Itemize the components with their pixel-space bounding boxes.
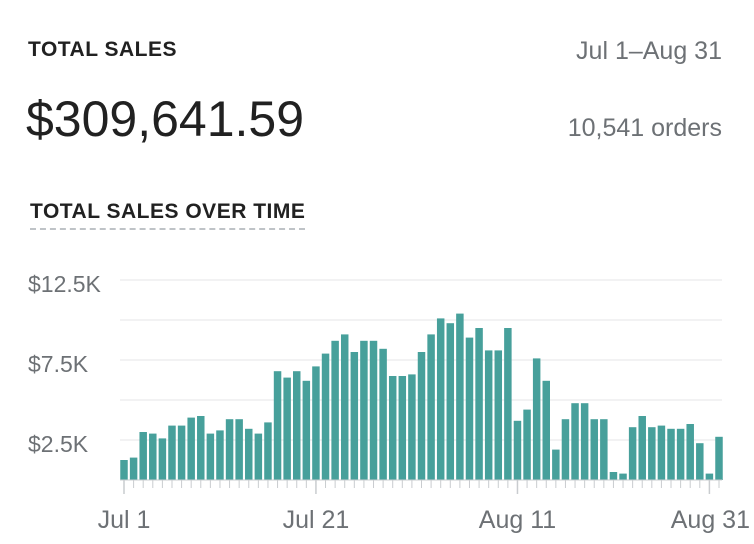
bar-61[interactable]: [705, 473, 714, 480]
bar-12[interactable]: [235, 419, 243, 480]
bar-42[interactable]: [523, 409, 531, 480]
bar-10[interactable]: [216, 430, 224, 480]
bar-59[interactable]: [686, 424, 694, 480]
bar-36[interactable]: [465, 337, 474, 480]
bar-45[interactable]: [552, 449, 560, 480]
bar-37[interactable]: [475, 328, 483, 480]
y-tick-label: $2.5K: [28, 431, 89, 457]
bar-2[interactable]: [139, 432, 147, 480]
bar-57[interactable]: [667, 428, 675, 480]
bar-62[interactable]: [715, 436, 723, 480]
bar-34[interactable]: [446, 323, 455, 480]
bar-17[interactable]: [283, 377, 291, 480]
bar-33[interactable]: [436, 318, 445, 480]
bar-52[interactable]: [619, 473, 627, 480]
bar-25[interactable]: [360, 340, 368, 480]
bar-58[interactable]: [676, 428, 685, 480]
bar-32[interactable]: [427, 334, 435, 480]
total-sales-value: $309,641.59: [26, 91, 305, 147]
bar-54[interactable]: [638, 416, 646, 480]
bar-4[interactable]: [158, 438, 167, 480]
y-tick-label: $12.5K: [28, 271, 102, 297]
bar-35[interactable]: [456, 313, 464, 480]
bar-15[interactable]: [264, 422, 272, 480]
bar-47[interactable]: [571, 403, 579, 480]
bar-11[interactable]: [225, 419, 234, 480]
bar-56[interactable]: [657, 425, 666, 480]
x-tick-label: Aug 31: [671, 506, 750, 534]
x-tick-label: Jul 21: [283, 506, 350, 534]
y-tick-label: $7.5K: [28, 351, 89, 377]
bar-51[interactable]: [609, 472, 618, 480]
chart-title[interactable]: TOTAL SALES OVER TIME: [30, 200, 306, 230]
bar-19[interactable]: [302, 380, 311, 480]
bar-21[interactable]: [321, 353, 330, 480]
bar-30[interactable]: [408, 374, 416, 480]
bar-14[interactable]: [254, 433, 263, 480]
bar-7[interactable]: [187, 417, 195, 480]
bar-44[interactable]: [542, 380, 551, 480]
bar-9[interactable]: [206, 433, 215, 480]
bar-23[interactable]: [340, 334, 349, 480]
bar-16[interactable]: [273, 371, 282, 480]
card-title: TOTAL SALES: [28, 38, 178, 61]
bar-60[interactable]: [696, 443, 704, 480]
bar-28[interactable]: [388, 376, 397, 480]
bar-8[interactable]: [197, 416, 205, 480]
bar-5[interactable]: [168, 425, 176, 480]
x-tick-label: Aug 11: [479, 506, 556, 534]
bar-6[interactable]: [177, 425, 186, 480]
bars: [120, 313, 723, 480]
bar-18[interactable]: [292, 371, 301, 480]
bar-0[interactable]: [120, 460, 128, 480]
bar-53[interactable]: [628, 427, 637, 480]
bar-13[interactable]: [245, 428, 253, 480]
bar-29[interactable]: [398, 376, 407, 480]
bar-24[interactable]: [350, 352, 359, 480]
bar-41[interactable]: [513, 420, 522, 480]
x-tick-label: Jul 1: [98, 506, 151, 534]
x-axis: [120, 479, 722, 494]
bar-26[interactable]: [369, 340, 378, 480]
date-range[interactable]: Jul 1–Aug 31: [576, 37, 722, 65]
bar-3[interactable]: [149, 433, 157, 480]
axis-labels: $2.5K $7.5K $12.5K Jul 1 Jul 21 Aug 11 Aug 31: [28, 271, 750, 534]
bar-55[interactable]: [648, 427, 656, 480]
bar-20[interactable]: [312, 366, 320, 480]
bar-49[interactable]: [590, 419, 598, 480]
bar-27[interactable]: [379, 348, 387, 480]
bar-46[interactable]: [561, 419, 570, 480]
bar-50[interactable]: [600, 419, 608, 480]
bar-48[interactable]: [580, 403, 589, 480]
bar-40[interactable]: [504, 328, 512, 480]
bar-1[interactable]: [129, 457, 138, 480]
bar-31[interactable]: [417, 352, 426, 480]
bar-38[interactable]: [484, 350, 493, 480]
bar-39[interactable]: [494, 350, 503, 480]
orders-count: 10,541 orders: [567, 114, 722, 142]
bar-22[interactable]: [331, 340, 339, 480]
bar-43[interactable]: [532, 358, 541, 480]
